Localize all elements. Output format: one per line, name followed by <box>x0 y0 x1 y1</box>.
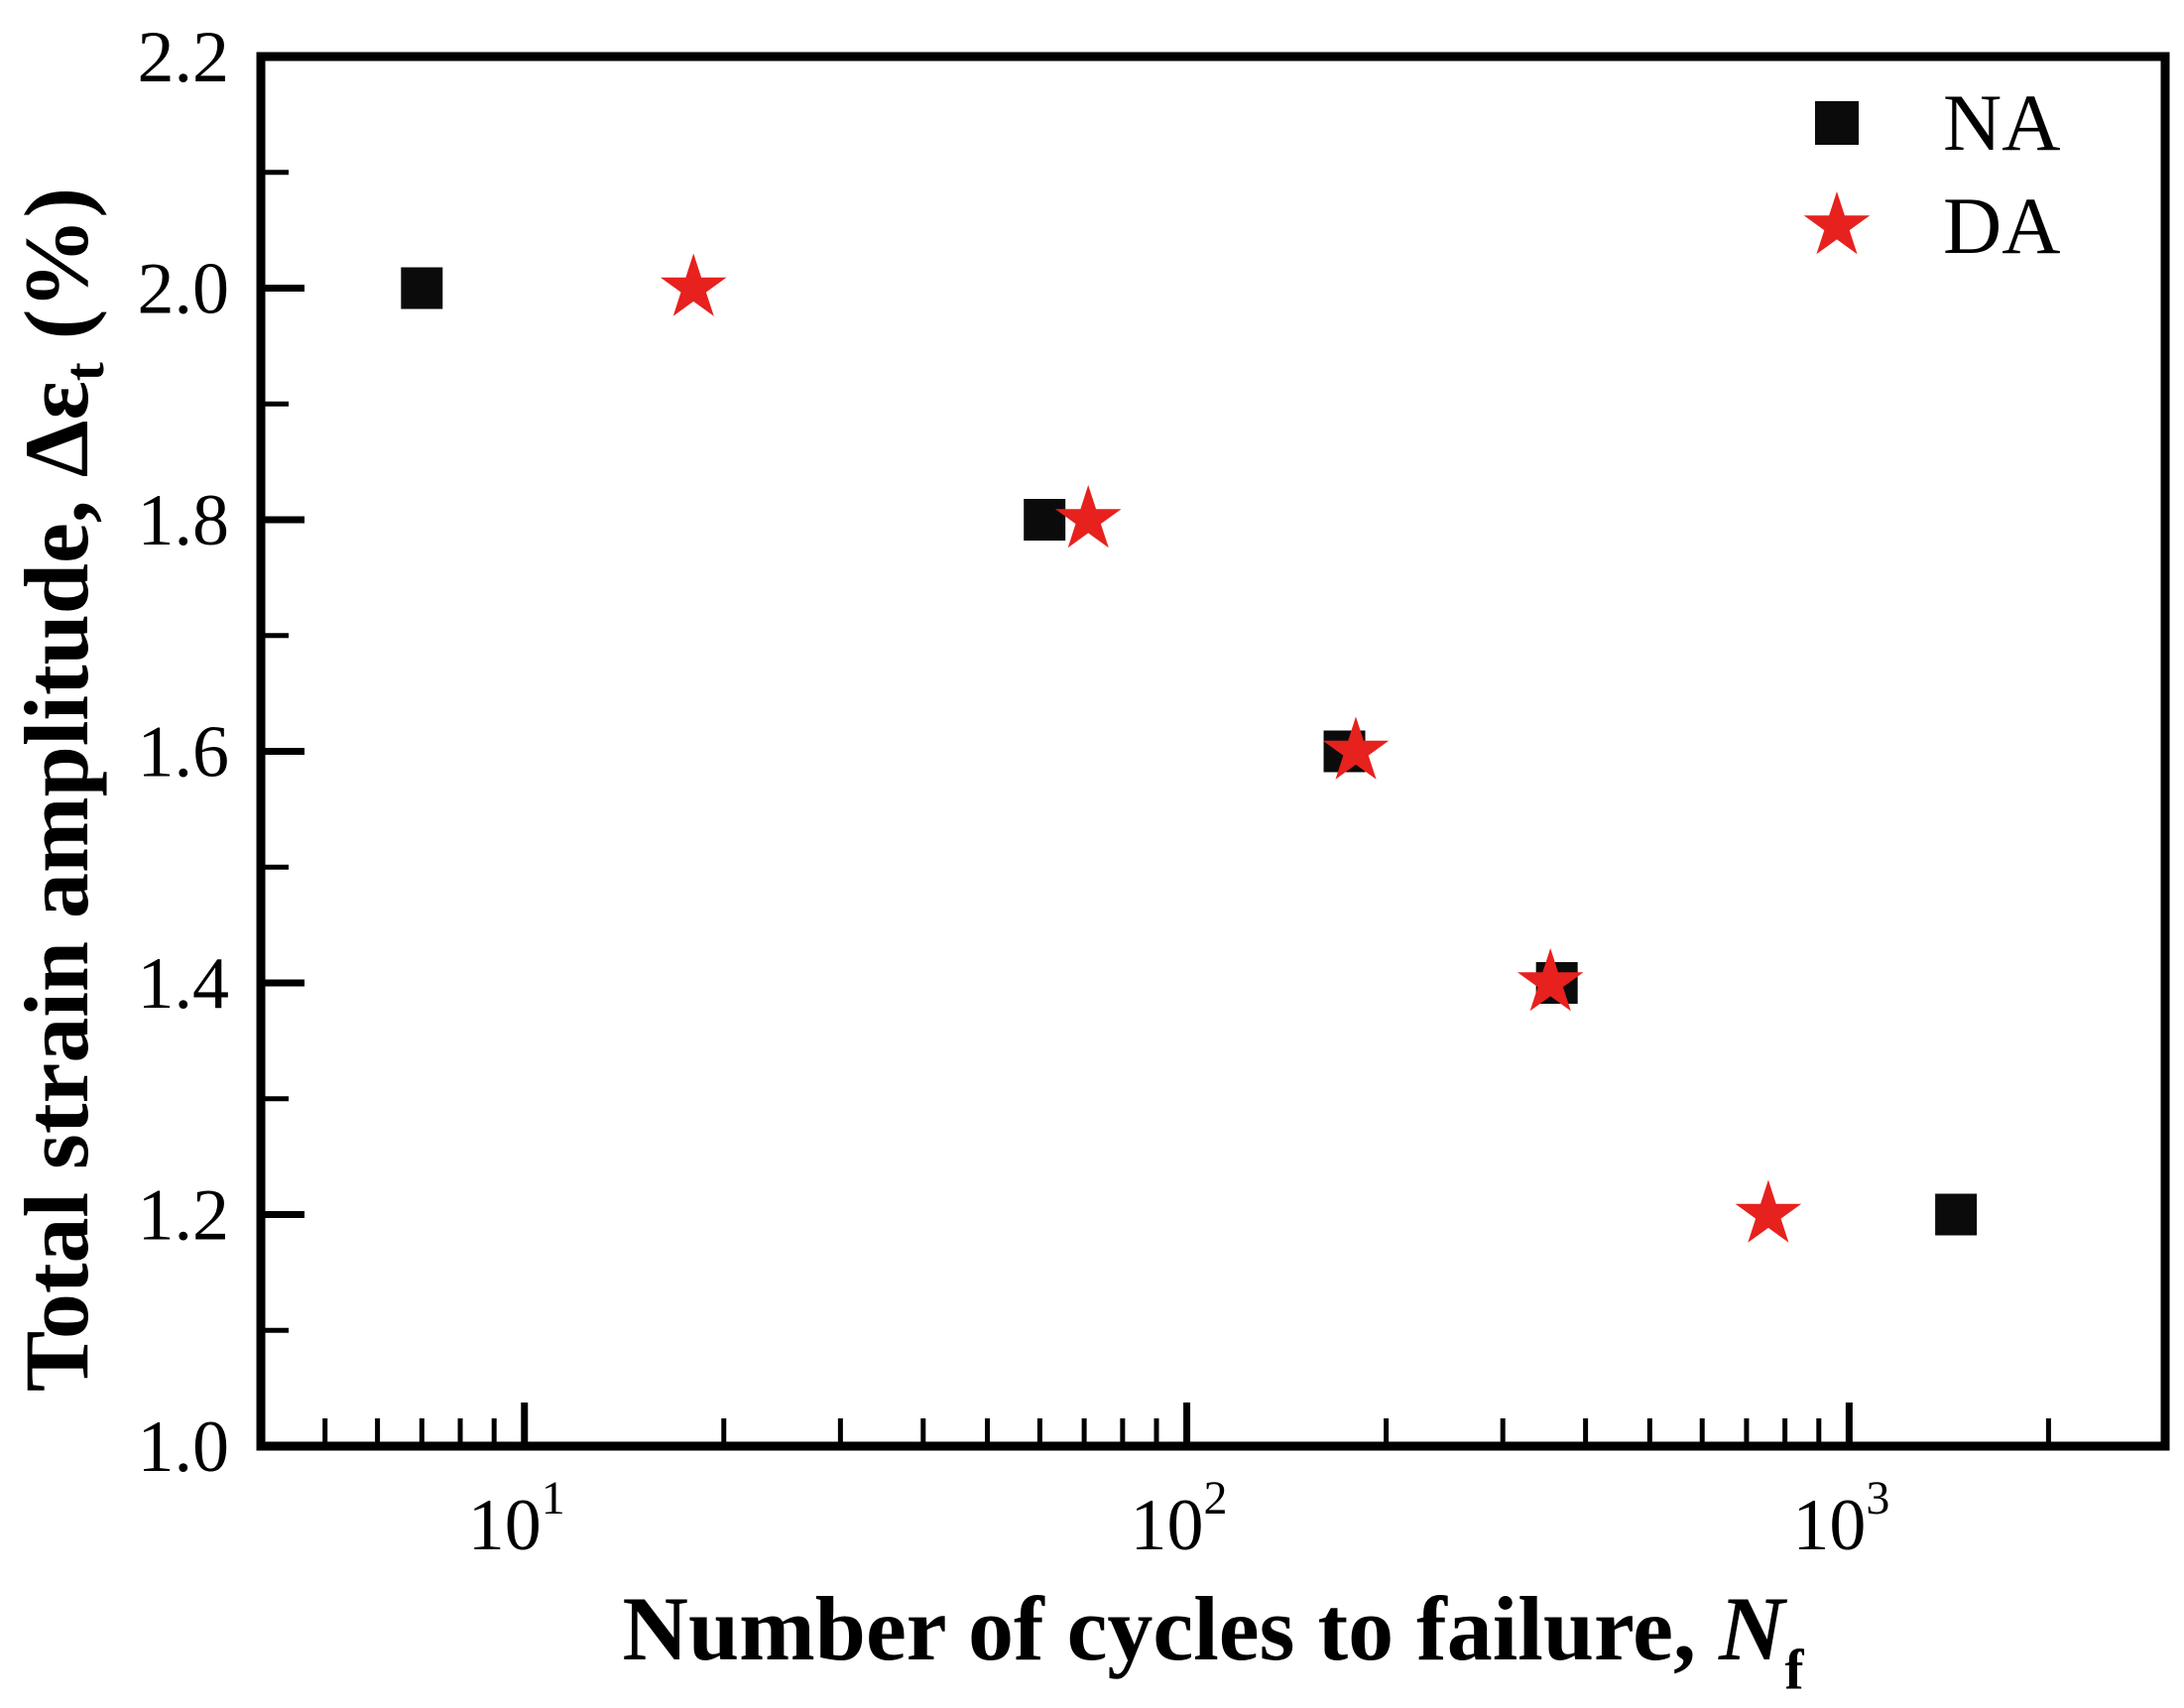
legend: NA DA <box>1800 71 2060 278</box>
legend-item-da: DA <box>1800 175 2060 278</box>
y-tick-label: 1.8 <box>138 480 230 561</box>
y-tick-label: 2.0 <box>138 249 230 330</box>
y-tick-label: 1.2 <box>138 1175 230 1257</box>
data-point-da <box>1517 948 1584 1012</box>
data-point-da <box>1735 1179 1802 1243</box>
x-axis-label: Number of cycles to failure, Nf <box>261 1575 2165 1708</box>
na-square-marker-icon <box>1815 101 1859 145</box>
data-point-da <box>660 253 727 316</box>
data-point-na <box>1024 499 1066 541</box>
x-tick-label: 103 <box>1792 1472 1889 1566</box>
x-axis-label-variable: N <box>1719 1578 1785 1679</box>
y-axis-label: Total strain amplitude, Δεt (%) <box>1 95 116 1484</box>
y-tick-label: 2.2 <box>138 17 230 98</box>
y-tick-label: 1.6 <box>138 712 230 793</box>
legend-label-na: NA <box>1943 77 2061 168</box>
da-star-marker-icon <box>1803 191 1871 255</box>
x-tick-label: 101 <box>468 1472 565 1566</box>
plot-frame <box>256 52 2170 1451</box>
data-point-na <box>1935 1193 1978 1236</box>
x-axis-label-text: Number of cycles to failure, <box>622 1578 1720 1679</box>
y-axis-label-subscript: t <box>53 362 116 382</box>
data-point-da <box>1322 716 1390 780</box>
legend-label-da: DA <box>1943 181 2061 271</box>
x-tick-label: 102 <box>1131 1472 1228 1566</box>
y-tick-label: 1.4 <box>138 943 230 1025</box>
y-axis-label-unit: (%) <box>6 186 107 363</box>
x-axis-label-subscript: f <box>1784 1639 1804 1702</box>
legend-item-na: NA <box>1800 71 2060 175</box>
data-point-na <box>401 267 443 309</box>
y-axis-label-text: Total strain amplitude, Δε <box>6 381 107 1393</box>
y-tick-label: 1.0 <box>138 1406 230 1488</box>
data-point-da <box>1054 485 1122 549</box>
